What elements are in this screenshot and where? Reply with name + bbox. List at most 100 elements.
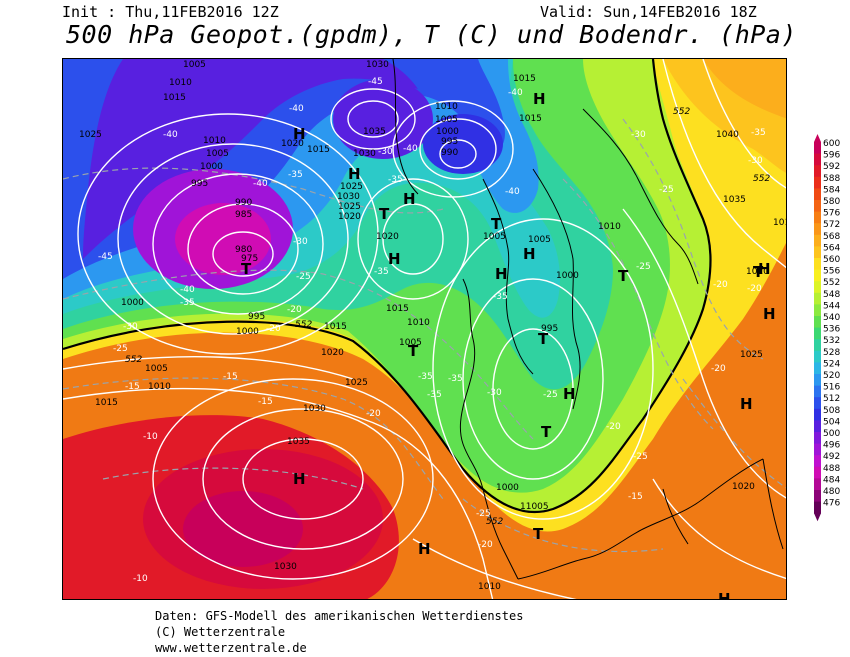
footer-website[interactable]: www.wetterzentrale.de	[155, 641, 307, 655]
svg-text:-40: -40	[180, 285, 195, 295]
svg-text:552: 552	[295, 320, 312, 330]
low-6: T	[541, 423, 552, 441]
svg-text:-35: -35	[493, 292, 508, 302]
legend-label: 524	[823, 359, 840, 369]
svg-text:1015: 1015	[324, 322, 347, 332]
legend-label: 516	[823, 383, 840, 393]
legend-swatch	[814, 350, 821, 363]
legend-label: 564	[823, 243, 840, 253]
svg-text:552: 552	[673, 107, 690, 117]
svg-text:-25: -25	[543, 390, 558, 400]
high-13: H	[523, 245, 536, 263]
legend-swatch	[814, 211, 821, 224]
legend-swatch	[814, 200, 821, 213]
svg-text:-25: -25	[659, 185, 674, 195]
svg-text:1020: 1020	[321, 348, 344, 358]
svg-text:1020: 1020	[338, 212, 361, 222]
legend-label: 492	[823, 452, 840, 462]
svg-text:1025: 1025	[79, 130, 102, 140]
svg-text:1005: 1005	[483, 232, 506, 242]
svg-text:-20: -20	[711, 364, 726, 374]
svg-text:1010: 1010	[148, 382, 171, 392]
legend-label: 512	[823, 394, 840, 404]
legend-label: 572	[823, 220, 840, 230]
legend-label: 496	[823, 441, 840, 451]
legend-swatch	[814, 339, 821, 352]
init-time: Init : Thu,11FEB2016 12Z	[62, 3, 279, 21]
high-6: H	[533, 90, 546, 108]
legend-label: 504	[823, 417, 840, 427]
svg-text:1010: 1010	[598, 222, 621, 232]
svg-text:1000: 1000	[436, 127, 459, 137]
svg-text:-35: -35	[388, 175, 403, 185]
low-3: T	[408, 342, 419, 360]
legend-label: 556	[823, 267, 840, 277]
svg-text:-35: -35	[180, 298, 195, 308]
svg-text:1015: 1015	[513, 74, 536, 84]
field-low-north	[333, 79, 433, 159]
legend-swatch	[814, 397, 821, 410]
svg-text:1020: 1020	[281, 139, 304, 149]
svg-text:1020: 1020	[746, 267, 769, 277]
contour-552-line	[63, 59, 712, 514]
color-legend: 600 596 592 588 584 580 576 572 568 564 560 556 552 5…	[810, 128, 850, 528]
legend-swatch	[814, 408, 821, 421]
svg-text:1000: 1000	[200, 162, 223, 172]
svg-text:-20: -20	[478, 540, 493, 550]
svg-text:-40: -40	[253, 179, 268, 189]
low-7: T	[533, 525, 544, 543]
svg-text:995: 995	[248, 312, 265, 322]
svg-text:1025: 1025	[338, 202, 361, 212]
legend-swatch	[814, 490, 821, 503]
low-4: T	[538, 330, 549, 348]
high-7: H	[563, 385, 576, 403]
svg-text:1010: 1010	[435, 102, 458, 112]
high-8: H	[293, 470, 306, 488]
legend-swatch	[814, 176, 821, 189]
svg-text:-35: -35	[374, 267, 389, 277]
svg-text:980: 980	[235, 245, 252, 255]
legend-swatch	[814, 501, 821, 514]
pressure-centers: H H H H H H H H H H H H H H T T T T T T …	[241, 90, 776, 599]
legend-swatch	[814, 292, 821, 305]
low-1: T	[241, 260, 252, 278]
legend-swatch	[814, 478, 821, 491]
map-canvas: H H H H H H H H H H H H H H T T T T T T …	[63, 59, 787, 599]
svg-text:-45: -45	[98, 252, 113, 262]
svg-text:-35: -35	[751, 128, 766, 138]
svg-text:1015: 1015	[773, 218, 787, 228]
legend-swatch	[814, 420, 821, 433]
valid-time: Valid: Sun,14FEB2016 18Z	[540, 3, 757, 21]
svg-text:1040: 1040	[716, 130, 739, 140]
high-9: H	[418, 540, 431, 558]
legend-swatch	[814, 258, 821, 271]
svg-text:-30: -30	[378, 147, 393, 157]
low-5: T	[618, 267, 629, 285]
svg-text:-20: -20	[747, 284, 762, 294]
low-2: T	[379, 205, 390, 223]
map-title: 500 hPa Geopot.(gpdm), T (C) und Bodendr…	[66, 20, 797, 49]
legend-swatch	[814, 246, 821, 259]
svg-text:-25: -25	[633, 452, 648, 462]
svg-text:995: 995	[191, 179, 208, 189]
legend-label: 488	[823, 464, 840, 474]
svg-text:-35: -35	[448, 374, 463, 384]
temp-labels: -40-40-40 -40-45-40 -40-35-35 -30-30-25 …	[98, 77, 766, 584]
svg-text:-15: -15	[628, 492, 643, 502]
svg-text:1005: 1005	[528, 235, 551, 245]
svg-text:-15: -15	[125, 382, 140, 392]
isobars	[63, 59, 786, 599]
svg-text:975: 975	[241, 254, 258, 264]
legend-swatch	[814, 223, 821, 236]
svg-text:-35: -35	[418, 372, 433, 382]
svg-text:1015: 1015	[519, 114, 542, 124]
svg-text:1015: 1015	[386, 304, 409, 314]
legend-swatch	[814, 269, 821, 282]
svg-text:-15: -15	[258, 397, 273, 407]
svg-text:-40: -40	[289, 104, 304, 114]
legend-label: 484	[823, 475, 840, 485]
legend-label: 580	[823, 197, 840, 207]
legend-label: 528	[823, 348, 840, 358]
legend-label: 508	[823, 406, 840, 416]
